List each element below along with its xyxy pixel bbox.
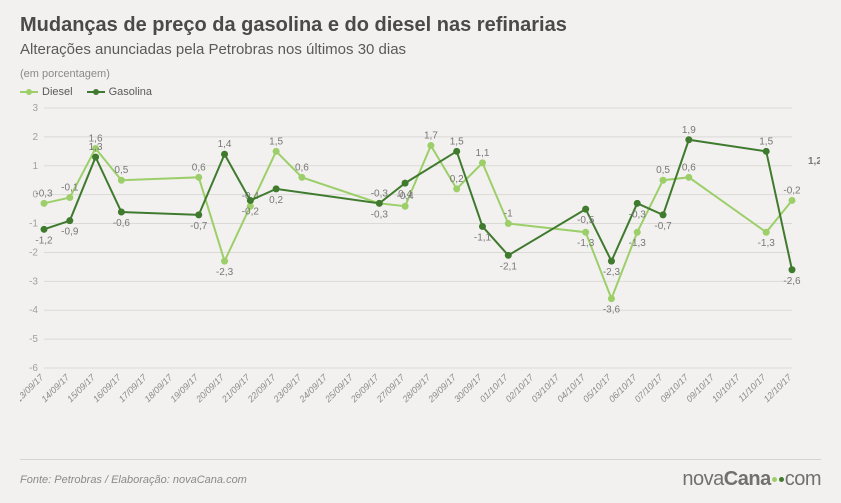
logo-right: com: [785, 468, 821, 490]
svg-text:3: 3: [32, 103, 38, 114]
svg-text:-1,1: -1,1: [474, 232, 492, 243]
svg-text:-4: -4: [29, 305, 38, 316]
chart-container: Mudanças de preço da gasolina e do diese…: [0, 0, 841, 503]
svg-text:0,2: 0,2: [450, 174, 464, 185]
svg-text:-0,3: -0,3: [35, 188, 53, 199]
svg-text:1,2: 1,2: [808, 156, 820, 167]
svg-text:1,1: 1,1: [476, 148, 490, 159]
svg-text:-5: -5: [29, 334, 38, 345]
svg-text:-1: -1: [504, 209, 513, 220]
svg-text:0,6: 0,6: [295, 162, 309, 173]
chart-subtitle: Alterações anunciadas pela Petrobras nos…: [20, 41, 821, 58]
svg-text:-1,3: -1,3: [758, 238, 776, 249]
chart-plot: -6-5-4-3-2-1012313/09/1714/09/1715/09/17…: [20, 102, 820, 422]
chart-svg: -6-5-4-3-2-1012313/09/1714/09/1715/09/17…: [20, 102, 820, 422]
svg-text:-2,3: -2,3: [603, 267, 621, 278]
svg-text:1,5: 1,5: [759, 136, 773, 147]
svg-text:-2,1: -2,1: [500, 261, 518, 272]
svg-text:0,2: 0,2: [269, 195, 283, 206]
svg-text:0,6: 0,6: [682, 162, 696, 173]
svg-text:-3: -3: [29, 276, 38, 287]
svg-text:1,7: 1,7: [424, 131, 438, 142]
svg-text:1,5: 1,5: [450, 136, 464, 147]
svg-text:-0,1: -0,1: [61, 183, 79, 194]
svg-text:-0,3: -0,3: [371, 209, 389, 220]
svg-text:-1,3: -1,3: [629, 238, 647, 249]
footer: Fonte: Petrobras / Elaboração: novaCana.…: [20, 459, 821, 491]
svg-text:1: 1: [32, 161, 38, 172]
svg-text:-1,3: -1,3: [577, 238, 595, 249]
svg-text:-0,3: -0,3: [629, 209, 647, 220]
legend-item-gasolina: Gasolina: [87, 86, 152, 98]
svg-text:0,5: 0,5: [656, 165, 670, 176]
brand-logo: novaCanacom: [682, 468, 821, 491]
svg-text:12/10/17: 12/10/17: [762, 372, 795, 405]
svg-text:1,3: 1,3: [89, 142, 103, 153]
legend: Diesel Gasolina: [20, 86, 821, 98]
svg-text:0,4: 0,4: [398, 189, 412, 200]
svg-text:-0,5: -0,5: [577, 215, 595, 226]
svg-text:-0,2: -0,2: [783, 185, 801, 196]
svg-text:-0,7: -0,7: [654, 221, 672, 232]
svg-text:-1: -1: [29, 219, 38, 230]
svg-text:1,9: 1,9: [682, 125, 696, 136]
logo-left: nova: [682, 468, 723, 490]
svg-text:-2,6: -2,6: [783, 276, 801, 287]
chart-unit: (em porcentagem): [20, 68, 821, 80]
svg-text:1,5: 1,5: [269, 136, 283, 147]
logo-mid: Cana: [724, 468, 771, 490]
svg-text:1,4: 1,4: [218, 139, 232, 150]
svg-text:-1,2: -1,2: [35, 235, 53, 246]
svg-text:0,5: 0,5: [114, 165, 128, 176]
svg-text:2: 2: [32, 132, 38, 143]
logo-dots-icon: [772, 477, 784, 482]
legend-item-diesel: Diesel: [20, 86, 73, 98]
svg-text:-0,7: -0,7: [190, 221, 208, 232]
svg-text:0,6: 0,6: [192, 162, 206, 173]
svg-text:-0,2: -0,2: [242, 206, 260, 217]
svg-text:-0,9: -0,9: [61, 227, 79, 238]
svg-text:-0,6: -0,6: [113, 218, 131, 229]
chart-title: Mudanças de preço da gasolina e do diese…: [20, 14, 821, 37]
legend-swatch-icon: [20, 91, 38, 93]
svg-text:-3,6: -3,6: [603, 305, 621, 316]
svg-text:-2: -2: [29, 247, 38, 258]
footer-source: Fonte: Petrobras / Elaboração: novaCana.…: [20, 474, 247, 486]
legend-label: Gasolina: [109, 86, 152, 98]
legend-swatch-icon: [87, 91, 105, 93]
legend-label: Diesel: [42, 86, 73, 98]
svg-text:-2,3: -2,3: [216, 267, 234, 278]
